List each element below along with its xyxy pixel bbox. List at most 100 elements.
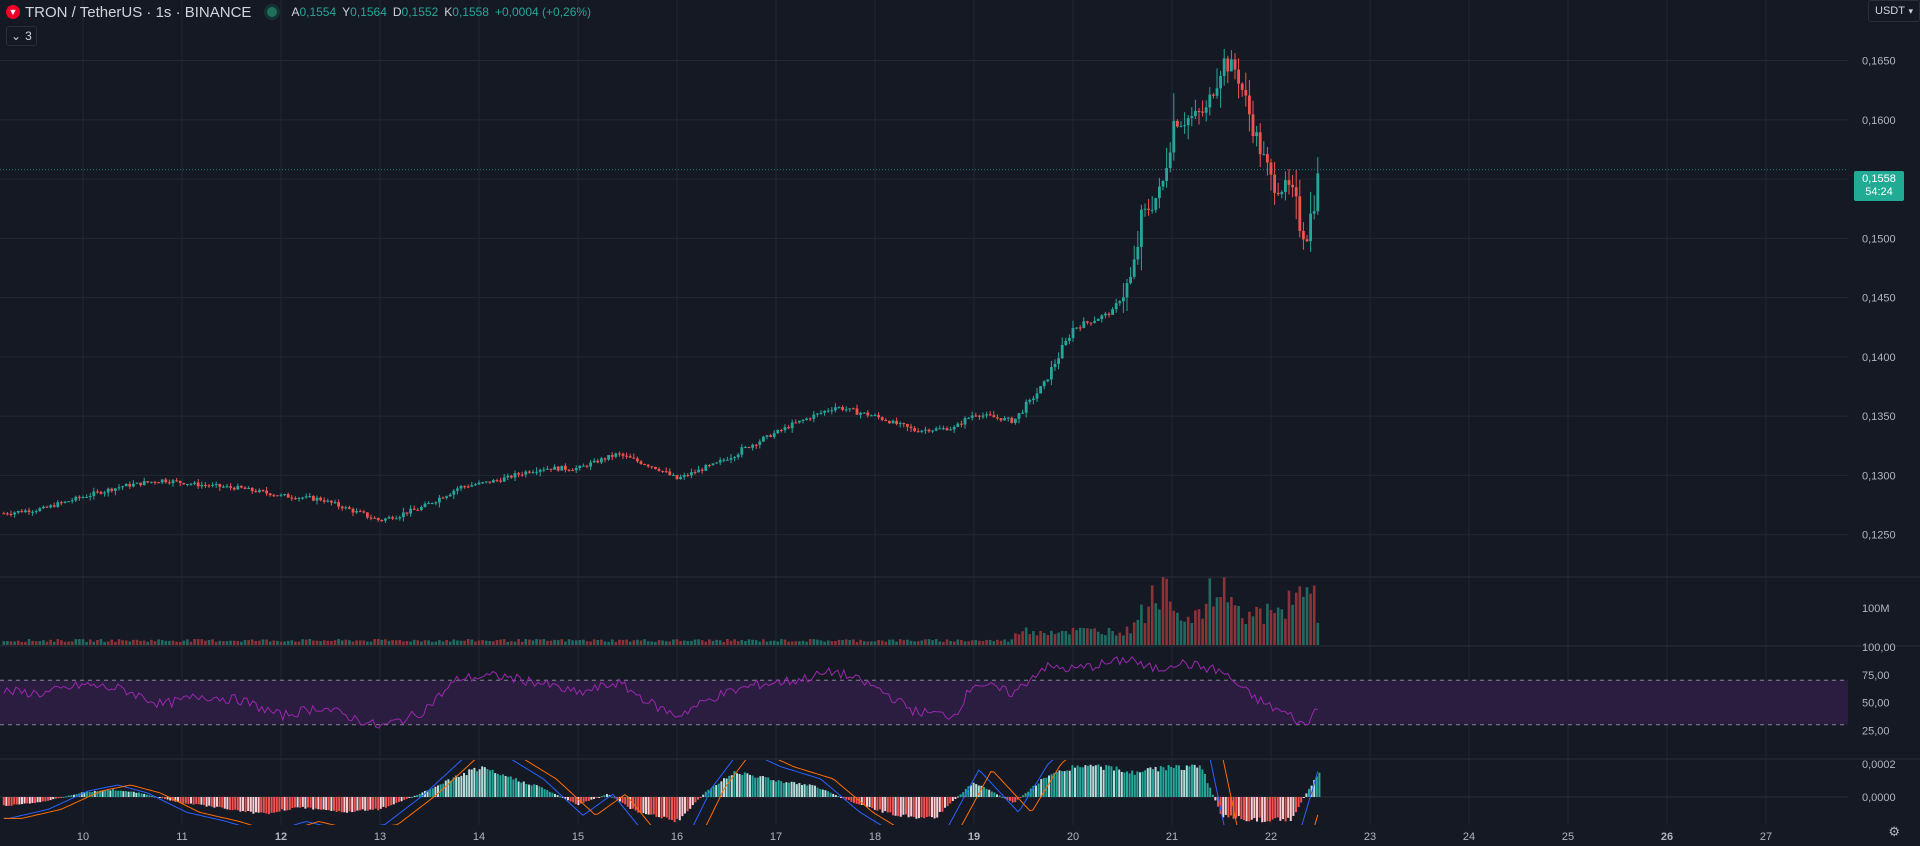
candle <box>1226 58 1230 72</box>
macd-histogram-bar <box>281 797 283 810</box>
candle <box>1179 125 1183 127</box>
volume-bar <box>945 639 949 645</box>
macd-histogram-bar <box>1196 767 1199 797</box>
volume-bar <box>1129 633 1132 645</box>
candle <box>661 470 664 472</box>
candle <box>650 466 654 468</box>
volume-bar <box>646 641 650 645</box>
currency-selector[interactable]: USDT ▾ <box>1868 0 1920 22</box>
market-status-icon[interactable] <box>267 7 278 17</box>
volume-bar <box>927 639 931 645</box>
macd-histogram-bar <box>1146 768 1149 797</box>
candle <box>261 490 265 492</box>
macd-tick-label: 0,0002 <box>1862 759 1896 771</box>
volume-bar <box>643 639 646 645</box>
macd-histogram-bar <box>343 797 346 813</box>
volume-bar <box>1143 623 1147 645</box>
volume-bar <box>632 640 636 645</box>
volume-bar <box>816 639 819 645</box>
candle <box>920 430 924 432</box>
macd-histogram-bar <box>556 795 559 797</box>
volume-bar <box>160 640 164 645</box>
x-tick-label: 27 <box>1760 831 1772 843</box>
candle <box>106 488 110 493</box>
macd-histogram-bar <box>322 797 325 810</box>
macd-histogram-bar <box>1079 767 1082 797</box>
ohlc-high: Y0,1564 <box>342 5 387 19</box>
macd-histogram-bar <box>1048 775 1050 797</box>
candle <box>726 459 729 461</box>
macd-histogram-bar <box>304 797 307 809</box>
macd-histogram-bar <box>450 780 452 797</box>
macd-histogram-bar <box>398 797 400 802</box>
macd-histogram-bar <box>31 797 34 803</box>
indicators-collapse-button[interactable]: ⌄ 3 <box>6 26 37 46</box>
candle <box>1244 89 1248 96</box>
macd-histogram-bar <box>915 797 918 819</box>
macd-histogram-bar <box>855 797 858 804</box>
candle <box>204 484 207 486</box>
volume-bar <box>171 640 175 645</box>
volume-bar <box>906 639 909 645</box>
macd-histogram-bar <box>967 786 970 797</box>
candle <box>636 458 639 462</box>
volume-bar <box>250 639 254 645</box>
macd-histogram-bar <box>403 797 406 800</box>
macd-histogram-bar <box>860 797 863 805</box>
volume-bar <box>1050 630 1053 645</box>
volume-bar <box>420 641 423 645</box>
macd-histogram-bar <box>941 797 944 812</box>
candle <box>283 494 286 496</box>
macd-histogram-bar <box>1302 797 1305 798</box>
candle <box>232 487 236 490</box>
candle <box>592 460 596 463</box>
volume-bar <box>1053 634 1057 645</box>
volume-bar <box>780 639 783 645</box>
candle <box>1215 88 1219 96</box>
volume-bar <box>308 639 312 645</box>
candle <box>70 500 74 502</box>
candle <box>63 501 67 503</box>
candle <box>970 415 974 418</box>
macd-histogram-bar <box>1063 771 1066 797</box>
macd-histogram-bar <box>564 797 567 799</box>
candle <box>1035 393 1039 399</box>
macd-histogram-bar <box>1159 766 1162 797</box>
candle <box>999 418 1003 421</box>
macd-histogram-bar <box>606 794 608 797</box>
macd-histogram-bar <box>158 797 161 798</box>
macd-histogram-bar <box>1087 765 1089 797</box>
macd-histogram-bar <box>980 785 983 797</box>
macd-histogram-bar <box>691 797 694 806</box>
volume-bar <box>301 639 304 645</box>
macd-histogram-bar <box>1284 797 1287 822</box>
volume-bar <box>362 640 366 645</box>
volume-bar <box>736 641 740 645</box>
volume-bar <box>229 640 232 645</box>
candle <box>229 486 232 488</box>
volume-bar <box>330 640 333 645</box>
macd-histogram-bar <box>499 775 502 797</box>
macd-histogram-bar <box>1115 766 1118 797</box>
macd-histogram-bar <box>1227 797 1230 818</box>
macd-histogram-bar <box>416 795 419 797</box>
macd-histogram-bar <box>541 787 543 797</box>
volume-bar <box>657 640 661 645</box>
volume-bar <box>1060 630 1064 645</box>
volume-bar <box>830 641 834 645</box>
macd-histogram-bar <box>520 782 523 797</box>
macd-histogram-bar <box>567 797 569 801</box>
candle <box>1154 198 1158 210</box>
macd-histogram-bar <box>834 794 837 797</box>
macd-histogram-bar <box>333 797 335 811</box>
candle <box>1050 367 1053 380</box>
volume-bar <box>1194 610 1197 645</box>
volume-bar <box>740 639 744 645</box>
volume-bar <box>456 640 459 645</box>
macd-histogram-bar <box>452 777 455 797</box>
candle <box>322 500 326 502</box>
gear-icon[interactable]: ⚙ <box>1888 824 1900 839</box>
symbol-title[interactable]: TRON / TetherUS · 1s · BINANCE <box>25 3 252 21</box>
candle <box>574 468 578 471</box>
